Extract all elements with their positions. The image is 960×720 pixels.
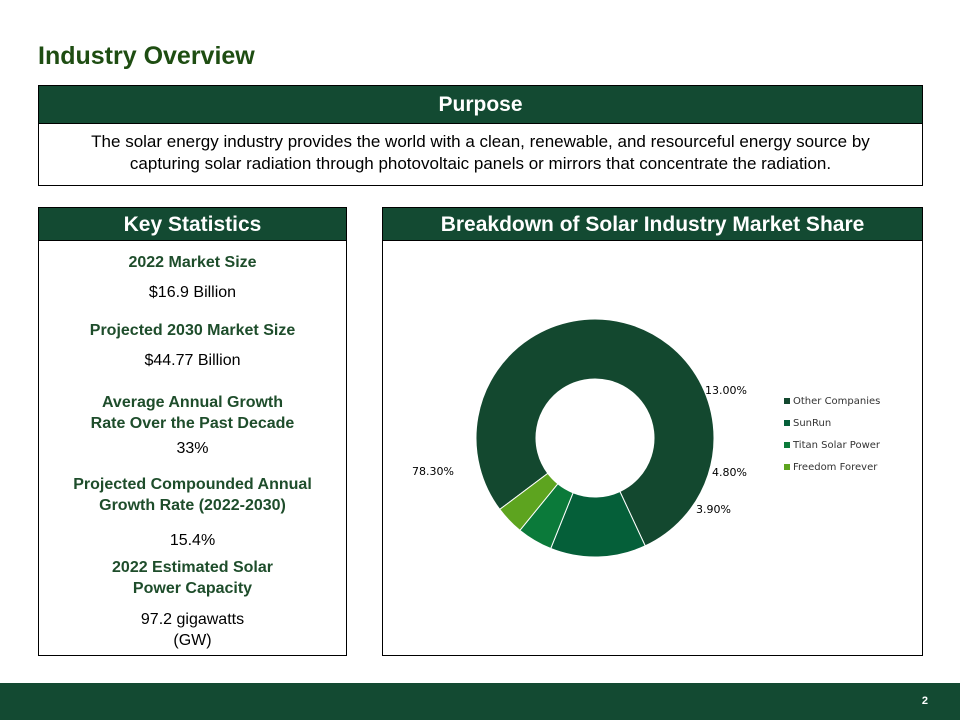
stat-label-cagr-line-2: Growth Rate (2022-2030) [99,497,286,514]
stat-label-capacity-line-2: Power Capacity [132,580,253,597]
data-label-other-companies: 78.30% [412,465,454,478]
stat-label-market-size: 2022 Market Size [128,254,257,271]
page-title: Industry Overview [38,42,255,70]
legend-swatch-other-companies [784,398,790,404]
market-share-heading: Breakdown of Solar Industry Market Share [383,208,922,241]
stat-label-cagr-line-1: Projected Compounded Annual [73,476,312,493]
purpose-text: The solar energy industry provides the w… [39,124,922,175]
purpose-heading: Purpose [39,86,922,124]
stat-value-market-size: $16.9 Billion [148,284,237,301]
stat-value-cagr: 15.4% [169,532,216,549]
key-statistics-heading: Key Statistics [39,208,346,241]
stat-value-average-growth: 33% [176,440,209,457]
data-label-sunrun: 13.00% [705,384,747,397]
stat-label-projected-market-size: Projected 2030 Market Size [89,322,296,339]
purpose-text-line-1: The solar energy industry provides the w… [91,132,870,151]
page-number: 2 [921,695,928,707]
legend-swatch-titan-solar-power [784,442,790,448]
purpose-text-line-2: capturing solar radiation through photov… [129,154,832,173]
legend-label-sunrun: SunRun [793,418,831,429]
data-label-freedom-forever: 3.90% [696,503,731,516]
stat-label-average-growth-line-1: Average Annual Growth [101,394,284,411]
legend-swatch-sunrun [784,420,790,426]
stat-value-projected-market-size: $44.77 Billion [144,352,241,369]
stat-label-average-growth-line-2: Rate Over the Past Decade [90,415,295,432]
data-label-titan-solar-power: 4.80% [712,466,747,479]
market-share-panel: Breakdown of Solar Industry Market Share… [382,207,923,656]
legend-label-titan-solar-power: Titan Solar Power [792,440,881,451]
stat-label-capacity-line-1: 2022 Estimated Solar [112,559,273,576]
purpose-section: Purpose The solar energy industry provid… [38,85,923,186]
legend-swatch-freedom-forever [784,464,790,470]
legend-label-other-companies: Other Companies [793,396,880,407]
footer-bar: 2 [0,683,960,720]
legend-label-freedom-forever: Freedom Forever [793,462,878,473]
key-statistics-panel: Key Statistics 2022 Market Size $16.9 Bi… [38,207,347,656]
donut-slice-freedom-forever [499,472,559,532]
stat-value-capacity-line-2: (GW) [173,632,212,649]
stat-value-capacity-line-1: 97.2 gigawatts [140,611,245,628]
market-share-donut-chart: 78.30% 13.00% 4.80% 3.90% Other Companies Sun… [412,318,881,558]
donut-slice-other-companies [475,318,715,547]
